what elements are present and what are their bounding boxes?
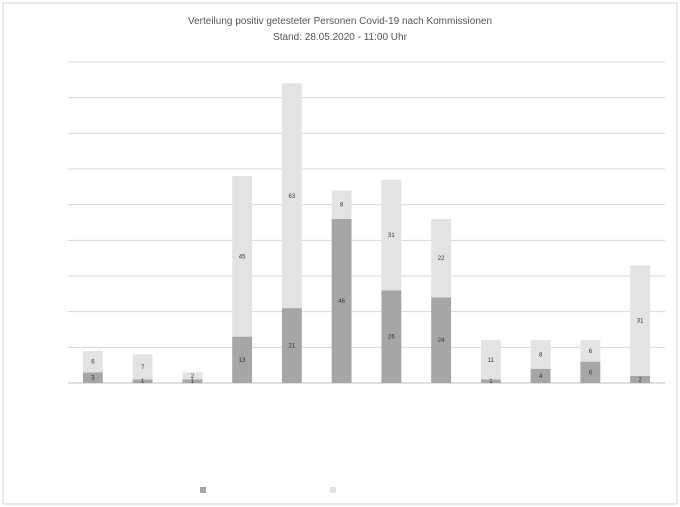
bars (82, 83, 651, 383)
data-label: 3 (91, 376, 95, 382)
bar-segment-series-1 (580, 361, 601, 383)
bar-segment-series-2 (281, 83, 302, 309)
bar-segment-series-2 (232, 176, 253, 337)
bar-segment-series-2 (431, 218, 452, 298)
bar-segment-series-1 (530, 368, 551, 383)
bar-segment-series-2 (182, 372, 203, 380)
data-label: 46 (338, 299, 345, 305)
bar-segment-series-1 (381, 290, 402, 383)
gridlines (68, 61, 665, 384)
data-label: 7 (141, 365, 145, 371)
bar-segment-series-1 (182, 379, 203, 383)
data-label: 11 (488, 358, 495, 364)
legend-swatch-series-1 (200, 487, 206, 493)
bar-segment-series-2 (480, 340, 501, 380)
bar-segment-series-2 (580, 340, 601, 362)
data-label: 6 (91, 360, 95, 366)
data-label: 4 (539, 374, 543, 380)
chart-title: Verteilung positiv getesteter Personen C… (188, 16, 492, 27)
bar-segment-series-2 (530, 340, 551, 369)
data-label: 2 (638, 377, 642, 383)
data-label: 6 (589, 349, 593, 355)
data-label: 1 (191, 379, 195, 385)
data-label: 31 (637, 319, 644, 325)
bar-segment-series-1 (480, 379, 501, 383)
data-label: 8 (539, 352, 543, 358)
legend-swatch-series-2 (330, 487, 336, 493)
data-label: 1 (141, 379, 145, 385)
data-label: 2 (191, 374, 195, 380)
bar-segment-series-1 (132, 379, 153, 383)
bar-segment-series-1 (281, 308, 302, 383)
data-label: 8 (340, 203, 344, 209)
data-label: 26 (388, 335, 395, 341)
data-label: 31 (388, 233, 395, 239)
data-label: 13 (239, 358, 246, 364)
data-label: 6 (589, 370, 593, 376)
bar-segment-series-2 (381, 179, 402, 291)
bar-segment-series-1 (431, 297, 452, 383)
legend (200, 487, 336, 493)
bar-segment-series-2 (82, 350, 103, 373)
bar-segment-series-1 (232, 336, 253, 383)
bar-segment-series-2 (331, 190, 352, 219)
chart-subtitle: Stand: 28.05.2020 - 11:00 Uhr (273, 32, 407, 43)
data-label: 21 (289, 344, 296, 350)
data-label: 63 (289, 194, 296, 200)
data-label: 22 (438, 256, 445, 262)
data-label: 45 (239, 254, 246, 260)
bar-segment-series-1 (82, 372, 103, 383)
bar-segment-series-1 (331, 218, 352, 383)
bar-segment-series-1 (630, 375, 651, 383)
data-label: 1 (489, 379, 493, 385)
data-label: 24 (438, 338, 445, 344)
bar-segment-series-2 (132, 354, 153, 380)
bar-segment-series-2 (630, 265, 651, 376)
